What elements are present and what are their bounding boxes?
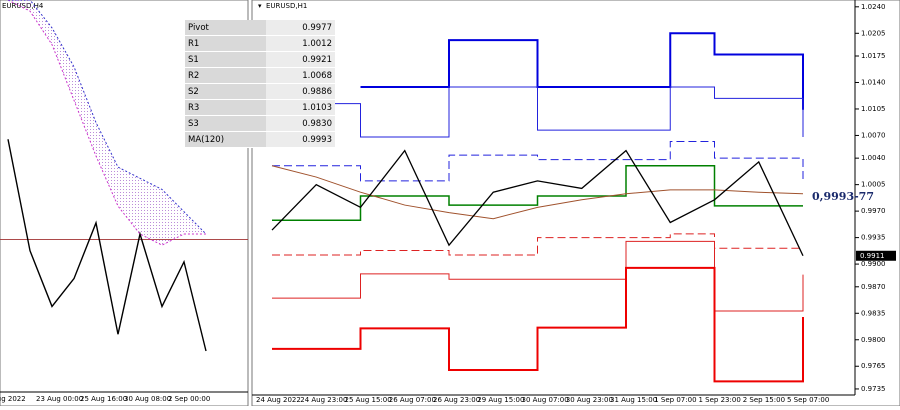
annotation: 0,9993-77 xyxy=(812,190,874,203)
ichimoku-cloud xyxy=(8,0,206,246)
y-tick-label: 0.9765 xyxy=(861,362,886,370)
y-tick-label: 0.9970 xyxy=(861,207,886,215)
level-name: S2 xyxy=(185,83,267,100)
level-value: 0.9830 xyxy=(266,115,335,132)
y-tick-label: 0.9735 xyxy=(861,385,886,393)
series-line xyxy=(272,233,803,256)
menu-arrow[interactable]: ▾ xyxy=(258,2,262,10)
level-value: 0.9921 xyxy=(266,51,335,68)
series-line xyxy=(271,149,804,257)
level-value: 1.0103 xyxy=(266,99,335,116)
table-row: R1 1.0012 xyxy=(185,35,335,52)
pivot-table: Pivot 0.9977 R1 1.0012 S1 0.9921 R2 1.0068 S2 0.9… xyxy=(185,20,335,148)
table-row: S1 0.9921 xyxy=(185,51,335,68)
level-value: 0.9993 xyxy=(266,131,335,148)
chart-title: EURUSD,H1 xyxy=(266,2,307,10)
price-label-box xyxy=(856,250,896,261)
level-value: 0.9886 xyxy=(266,83,335,100)
y-tick-label: 1.0205 xyxy=(861,29,886,37)
y-tick-label: 1.0140 xyxy=(861,78,886,86)
x-tick-label: 1 Sep 07:00 xyxy=(654,396,696,404)
y-tick-label: 1.0240 xyxy=(861,3,886,11)
series-line xyxy=(272,164,803,221)
x-tick-label: 1 Sep 23:00 xyxy=(699,396,741,404)
series-line xyxy=(272,86,804,138)
series-line xyxy=(7,139,207,352)
series-line xyxy=(272,141,804,182)
x-tick-label: 26 Aug 07:00 xyxy=(389,396,436,404)
x-tick-label: 30 Aug 08:00 xyxy=(124,395,171,403)
y-tick-label: 1.0105 xyxy=(861,105,886,113)
series-line xyxy=(271,165,804,220)
x-tick-label: 2 Sep 15:00 xyxy=(743,396,785,404)
level-name: Pivot xyxy=(185,20,267,36)
x-tick-label: 26 Aug 23:00 xyxy=(433,396,480,404)
table-row: S2 0.9886 xyxy=(185,83,335,100)
table-row: Pivot 0.9977 xyxy=(185,20,335,36)
y-tick-label: 1.0175 xyxy=(861,52,886,60)
level-value: 0.9977 xyxy=(266,20,335,36)
level-name: R2 xyxy=(185,67,267,84)
x-tick-label: 30 Aug 23:00 xyxy=(566,396,613,404)
table-row: R2 1.0068 xyxy=(185,67,335,84)
x-tick-label: 29 Aug 15:00 xyxy=(477,396,524,404)
y-tick-label: 0.9800 xyxy=(861,336,886,344)
x-tick-label: 25 Aug 15:00 xyxy=(345,396,392,404)
level-name: S1 xyxy=(185,51,267,68)
series-line xyxy=(8,0,207,235)
x-tick-label: 30 Aug 07:00 xyxy=(522,396,569,404)
y-tick-label: 1.0005 xyxy=(861,181,886,189)
x-tick-label: 2 Sep 00:00 xyxy=(168,395,210,403)
y-tick-label: 0.9835 xyxy=(861,309,886,317)
table-row: R3 1.0103 xyxy=(185,99,335,116)
level-name: R3 xyxy=(185,99,267,116)
series-line xyxy=(7,0,206,246)
series-line xyxy=(360,32,804,110)
x-tick-label: 31 Aug 15:00 xyxy=(610,396,657,404)
y-tick-label: 1.0040 xyxy=(861,154,886,162)
x-tick-label: 24 Aug 23:00 xyxy=(300,396,347,404)
series-line xyxy=(272,240,804,312)
x-tick-label: 23 Aug 00:00 xyxy=(36,395,83,403)
x-tick-label: Aug 2022 xyxy=(0,395,26,403)
level-value: 1.0012 xyxy=(266,35,335,52)
level-value: 1.0068 xyxy=(266,67,335,84)
level-name: MA(120) xyxy=(185,131,267,148)
table-row: MA(120) 0.9993 xyxy=(185,131,335,148)
series-line xyxy=(272,266,804,383)
y-tick-label: 0.9870 xyxy=(861,283,886,291)
y-tick-label: 0.9900 xyxy=(861,260,886,268)
table-row: S3 0.9830 xyxy=(185,115,335,132)
level-name: S3 xyxy=(185,115,267,132)
y-tick-label: 1.0070 xyxy=(861,131,886,139)
level-name: R1 xyxy=(185,35,267,52)
y-tick-label: 0.9935 xyxy=(861,234,886,242)
x-tick-label: 24 Aug 2022 xyxy=(256,396,301,404)
x-tick-label: 25 Aug 16:00 xyxy=(80,395,127,403)
price-label: 0.9911 xyxy=(860,252,885,260)
x-tick-label: 5 Sep 07:00 xyxy=(787,396,829,404)
